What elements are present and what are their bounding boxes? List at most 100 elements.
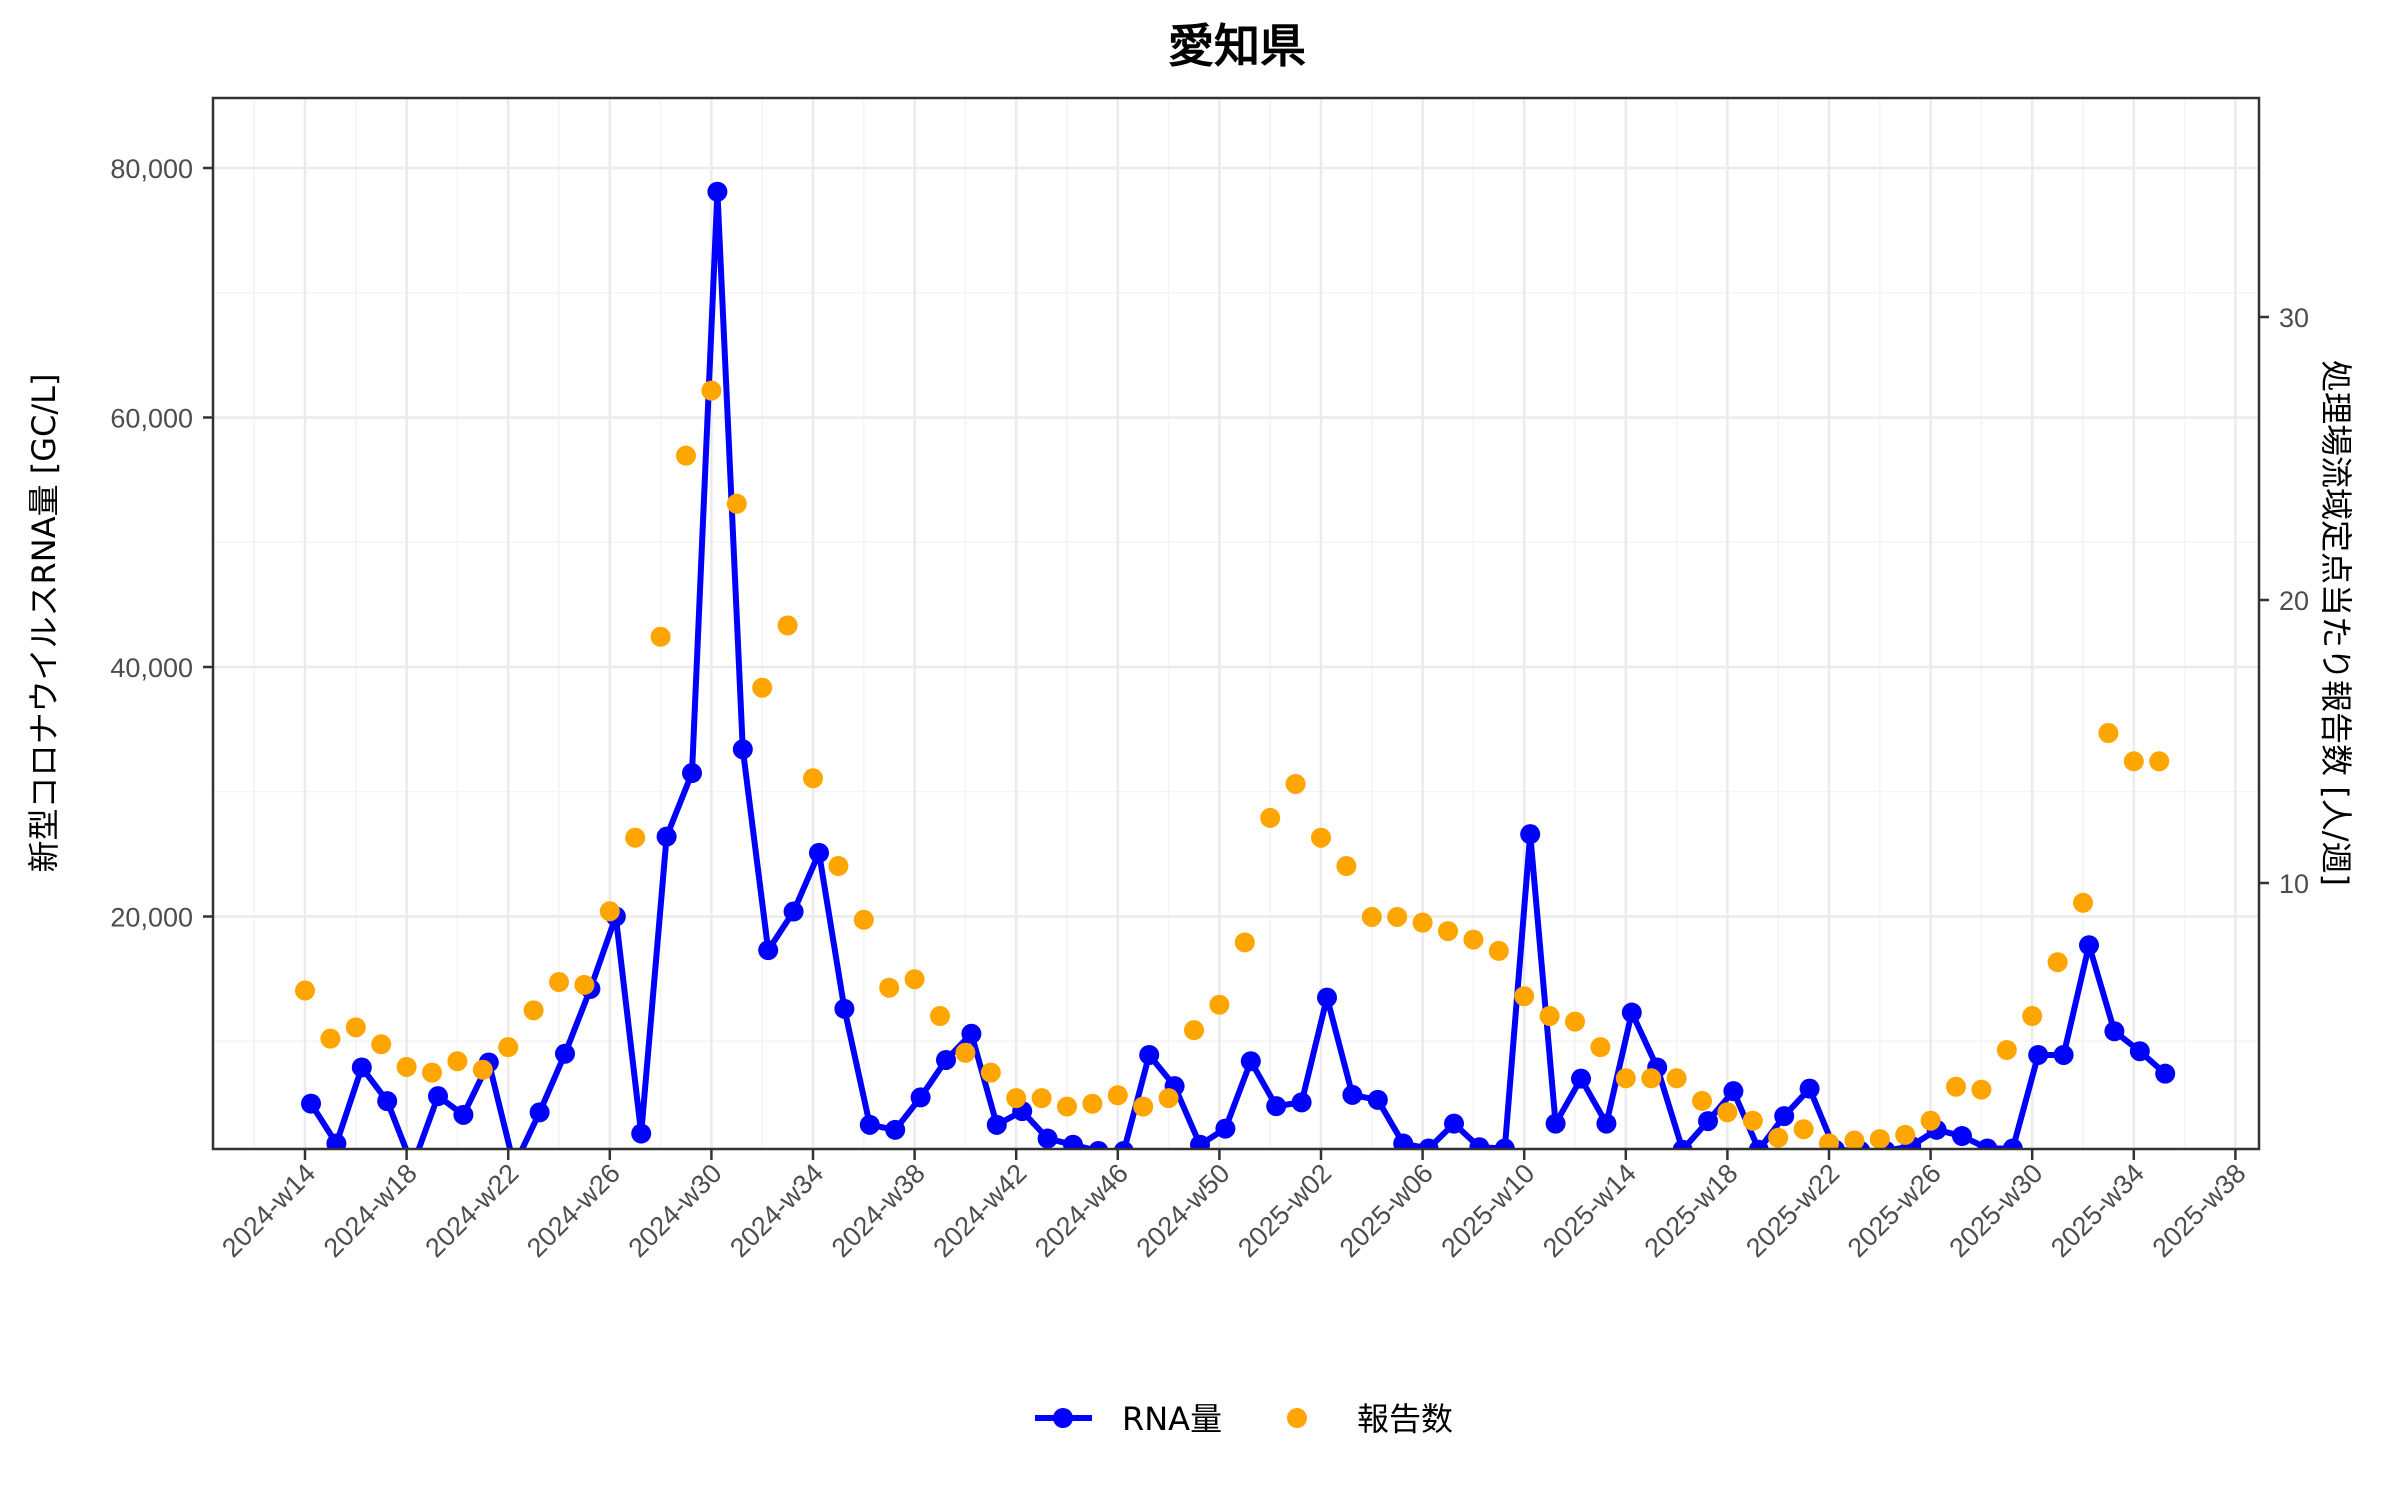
- report-data-point: [1387, 906, 1408, 927]
- report-data-point: [1133, 1096, 1154, 1117]
- rna-data-point: [656, 826, 677, 847]
- rna-data-point: [1266, 1096, 1287, 1117]
- y-axis-left: 20,000 40,000 60,000 80,000: [110, 154, 213, 933]
- report-data-point: [1438, 921, 1458, 942]
- report-data-point: [1946, 1076, 1966, 1097]
- report-data-point: [726, 493, 747, 514]
- report-data-point: [1260, 807, 1281, 828]
- report-data-point: [1463, 929, 1484, 950]
- report-data-point: [1869, 1129, 1890, 1149]
- rna-data-point: [1748, 1139, 1769, 1149]
- report-data-point: [599, 901, 620, 922]
- legend-label-rna: RNA量: [1122, 1400, 1222, 1438]
- rna-data-point: [1114, 1141, 1134, 1149]
- report-data-point: [904, 969, 925, 990]
- rna-data-point: [555, 1043, 575, 1064]
- report-data-point: [1844, 1130, 1865, 1149]
- rna-data-point: [1698, 1111, 1718, 1132]
- rna-data-point: [1418, 1138, 1439, 1149]
- report-data-point: [549, 972, 569, 993]
- rna-data-point: [1494, 1138, 1515, 1149]
- rna-data-point: [1469, 1137, 1490, 1149]
- report-data-point: [1819, 1133, 1839, 1149]
- report-data-point: [1920, 1110, 1941, 1131]
- report-data-point: [1031, 1088, 1052, 1109]
- rna-data-point: [351, 1057, 372, 1078]
- legend-dot-icon: [1287, 1408, 1307, 1428]
- rna-data-point: [910, 1087, 931, 1108]
- rna-data-point: [2155, 1063, 2176, 1084]
- y-axis-left-title: 新型コロナウイルスRNA量 [GC/L]: [25, 374, 63, 873]
- report-data-point: [396, 1056, 417, 1077]
- report-data-point: [1158, 1088, 1179, 1109]
- legend-item-rna: RNA量: [1035, 1400, 1222, 1438]
- rna-data-point: [1190, 1134, 1210, 1149]
- rna-data-point: [326, 1133, 347, 1149]
- rna-data-point: [936, 1049, 956, 1070]
- rna-data-point: [809, 842, 829, 863]
- report-data-point: [1768, 1127, 1789, 1148]
- rna-data-point: [1952, 1126, 1972, 1147]
- legend-item-report: 報告数: [1287, 1400, 1453, 1438]
- report-data-point: [955, 1042, 976, 1063]
- report-data-point: [650, 626, 671, 647]
- report-data-point: [1234, 932, 1255, 953]
- rna-data-point: [834, 998, 855, 1019]
- rna-data-point: [986, 1114, 1007, 1135]
- report-data-point: [1311, 827, 1331, 848]
- report-data-point: [1615, 1068, 1636, 1089]
- report-data-point: [1692, 1090, 1712, 1111]
- report-data-point: [498, 1037, 519, 1058]
- rna-series-line: [308, 188, 2168, 1149]
- report-data-point: [2022, 1006, 2043, 1027]
- report-data-point: [1539, 1006, 1560, 1027]
- report-data-point: [828, 856, 849, 877]
- report-data-point: [1996, 1039, 2017, 1060]
- report-data-point: [676, 445, 696, 466]
- rna-data-point: [1037, 1128, 1058, 1149]
- report-data-point: [625, 827, 646, 848]
- y-right-tick-label: 30: [2279, 303, 2309, 333]
- rna-data-point: [1393, 1133, 1414, 1149]
- report-data-point: [345, 1017, 366, 1038]
- report-data-point: [1412, 912, 1433, 933]
- report-data-point: [1666, 1068, 1687, 1089]
- rna-data-point: [301, 1093, 321, 1114]
- rna-data-point: [1545, 1113, 1566, 1134]
- rna-data-point: [1215, 1118, 1236, 1139]
- report-series-points: [295, 380, 2170, 1149]
- rna-data-point: [1063, 1134, 1083, 1149]
- report-data-point: [574, 974, 595, 995]
- report-data-point: [1057, 1096, 1077, 1117]
- rna-data-point: [2104, 1021, 2125, 1042]
- rna-data-point: [783, 901, 804, 922]
- panel-background: [213, 98, 2259, 1149]
- legend-dot-icon: [1053, 1408, 1073, 1428]
- rna-data-point: [1088, 1141, 1109, 1149]
- rna-data-point: [758, 940, 779, 961]
- rna-data-point: [377, 1091, 398, 1112]
- report-data-point: [523, 1000, 544, 1021]
- report-data-point: [701, 380, 722, 401]
- legend: RNA量 報告数: [1035, 1400, 1453, 1438]
- rna-data-point: [1367, 1089, 1388, 1110]
- rna-data-point: [1291, 1092, 1312, 1113]
- rna-data-point: [529, 1102, 550, 1123]
- rna-data-point: [2028, 1044, 2049, 1065]
- report-data-point: [1107, 1085, 1128, 1106]
- report-data-point: [2073, 892, 2093, 913]
- y-right-tick-label: 10: [2279, 869, 2309, 899]
- report-data-point: [1641, 1068, 1662, 1089]
- report-data-point: [320, 1028, 341, 1049]
- y-left-tick-label: 60,000: [110, 404, 193, 434]
- rna-data-point: [707, 181, 728, 202]
- y-left-tick-label: 80,000: [110, 154, 193, 184]
- report-data-point: [1184, 1020, 1204, 1041]
- y-left-tick-label: 40,000: [110, 653, 193, 683]
- report-data-point: [1488, 940, 1509, 961]
- report-data-point: [447, 1051, 468, 1072]
- major-gridlines: [213, 98, 2259, 1149]
- panel-border: [211, 96, 2261, 1151]
- rna-data-point: [1977, 1138, 1998, 1149]
- rna-data-point: [453, 1104, 474, 1125]
